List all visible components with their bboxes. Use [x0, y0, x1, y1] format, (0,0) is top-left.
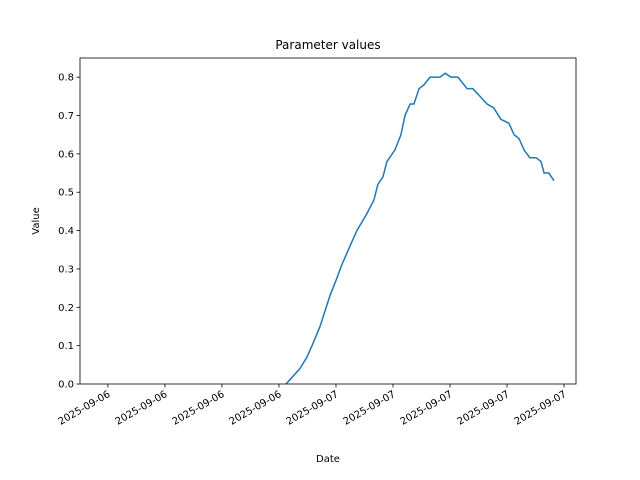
y-tick-label: 0.6	[58, 149, 74, 160]
data-line	[285, 72, 555, 384]
y-axis-label: Value	[31, 207, 42, 234]
y-tick-label: 0.2	[58, 303, 74, 314]
y-tick-label: 0.7	[58, 111, 74, 122]
axes-frame	[79, 57, 577, 385]
chart-title: Parameter values	[275, 38, 380, 52]
y-tick-label: 0.1	[58, 341, 74, 352]
x-axis-label: Date	[316, 454, 340, 465]
y-tick-label: 0.3	[58, 264, 74, 275]
y-tick-label: 0.4	[58, 226, 74, 237]
y-tick-label: 0.0	[58, 380, 74, 391]
y-tick-label: 0.8	[58, 73, 74, 84]
y-tick-label: 0.5	[58, 188, 74, 199]
